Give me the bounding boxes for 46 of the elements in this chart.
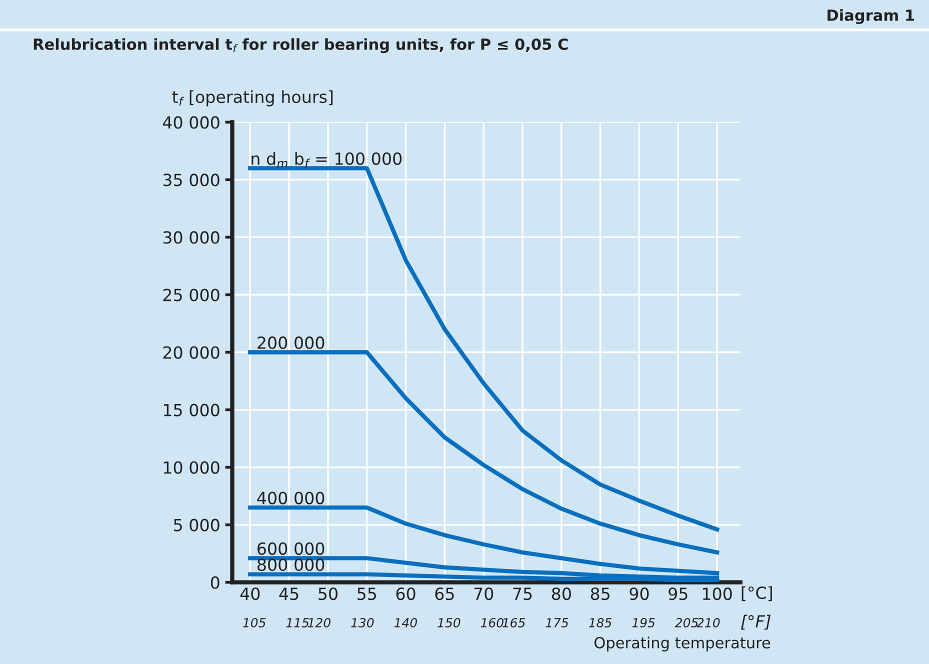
x-tick-label: 50 [318, 587, 338, 600]
x-tick-label: 65 [435, 587, 454, 600]
x-tick-label: 90 [630, 587, 649, 600]
series-label: 800 000 [258, 558, 324, 572]
x2-tick-label: 160 [480, 618, 504, 628]
chart-title: Relubrication interval t$_{f}$ for roller bearing units, for P ≤ 0,05 C [34, 38, 568, 54]
x2-tick-label: 150 [438, 618, 460, 628]
x-tick-label: 55 [358, 588, 376, 600]
series-label: n d$_{m}$ b$_{f}$ = 100 000 [252, 152, 402, 168]
x2-tick-label: 130 [351, 618, 374, 628]
x2-tick-label: 205 [674, 618, 698, 628]
x-axis-title: Operating temperature [594, 636, 770, 652]
y-tick-label: 15 000 [164, 404, 220, 416]
x2-tick-label: 175 [546, 618, 568, 628]
y-tick-label: 35 000 [163, 174, 220, 186]
x2-tick-label: 115 [286, 618, 309, 628]
x-tick-label: 95 [668, 587, 688, 600]
x-tick-label: 70 [474, 587, 494, 600]
y-tick-label: 5 000 [174, 518, 220, 532]
series-label: 400 000 [257, 492, 324, 504]
x2-tick-label: 195 [632, 618, 655, 628]
x2-tick-label: 165 [502, 618, 526, 628]
series-label: 600 000 [258, 542, 324, 555]
x-tick-label: 85 [590, 587, 610, 600]
y-tick-label: 40 000 [162, 116, 220, 129]
series-label: 200 000 [258, 336, 324, 350]
y-tick-label: 10 000 [164, 461, 220, 474]
x2-tick-label: 105 [242, 618, 266, 628]
x2-tick-label: 120 [308, 618, 330, 628]
y-tick-label: 20 000 [163, 346, 220, 359]
x-tick-label: 100 [702, 587, 732, 600]
y-axis-title: t$_{f}$ [operating hours] [172, 90, 333, 106]
x2-tick-label: 185 [588, 618, 612, 628]
y-tick-label: 0 [210, 576, 220, 589]
x-tick-label: 75 [513, 588, 532, 600]
x-tick-label: 40 [240, 587, 260, 600]
x2-tick-label: 140 [394, 618, 417, 628]
text: Diagram 1 [828, 9, 914, 24]
y-tick-label: 30 000 [163, 231, 220, 244]
x2-tick-label: 210 [696, 618, 720, 628]
y-tick-label: 25 000 [163, 288, 220, 302]
x-tick-label: 80 [552, 587, 571, 600]
x-tick-label: 60 [396, 587, 416, 600]
text: [°C] [742, 586, 772, 602]
text: [°F] [741, 614, 771, 630]
x-tick-label: 45 [279, 588, 298, 600]
